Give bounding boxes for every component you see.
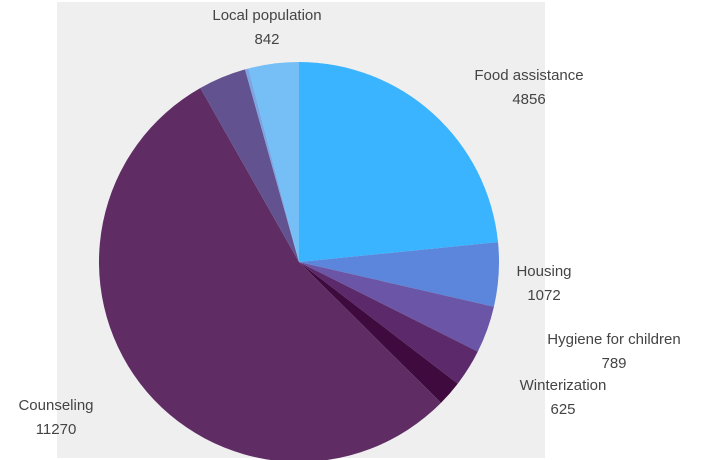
label-name: Counseling (18, 397, 94, 414)
label-name: Hygiene for children (547, 331, 681, 348)
pie-slice-food-assistance (299, 62, 499, 262)
label-name: Housing (516, 263, 572, 280)
label-name: Local population (212, 7, 322, 24)
pie-slice-local-population (248, 62, 299, 262)
label-value: 842 (254, 31, 280, 48)
label-housing: Housing 1072 (506, 260, 582, 308)
pie-slice-housing (299, 242, 500, 307)
label-value: 1072 (527, 287, 561, 304)
pie-slice-hygiene-for-children (299, 262, 494, 352)
pie-slice-unlabeled-6 (200, 69, 299, 263)
label-value: 4856 (512, 91, 546, 108)
label-value: 11270 (35, 421, 77, 438)
label-counseling: Counseling 11270 (4, 394, 108, 442)
label-local-population: Local population 842 (199, 4, 335, 52)
label-value: 625 (550, 401, 576, 418)
label-name: Food assistance (474, 67, 584, 84)
label-name: Winterization (519, 377, 607, 394)
pie-slice-unlabeled-4 (299, 262, 458, 403)
pie-slice-unlabeled-7 (245, 68, 299, 262)
label-hygiene-for-children: Hygiene for children 789 (528, 328, 700, 376)
pie-slice-winterization (299, 262, 478, 384)
pie-slice-counseling (98, 88, 441, 460)
label-food-assistance: Food assistance 4856 (460, 64, 598, 112)
label-value: 789 (601, 355, 627, 372)
label-winterization: Winterization 625 (500, 374, 626, 422)
